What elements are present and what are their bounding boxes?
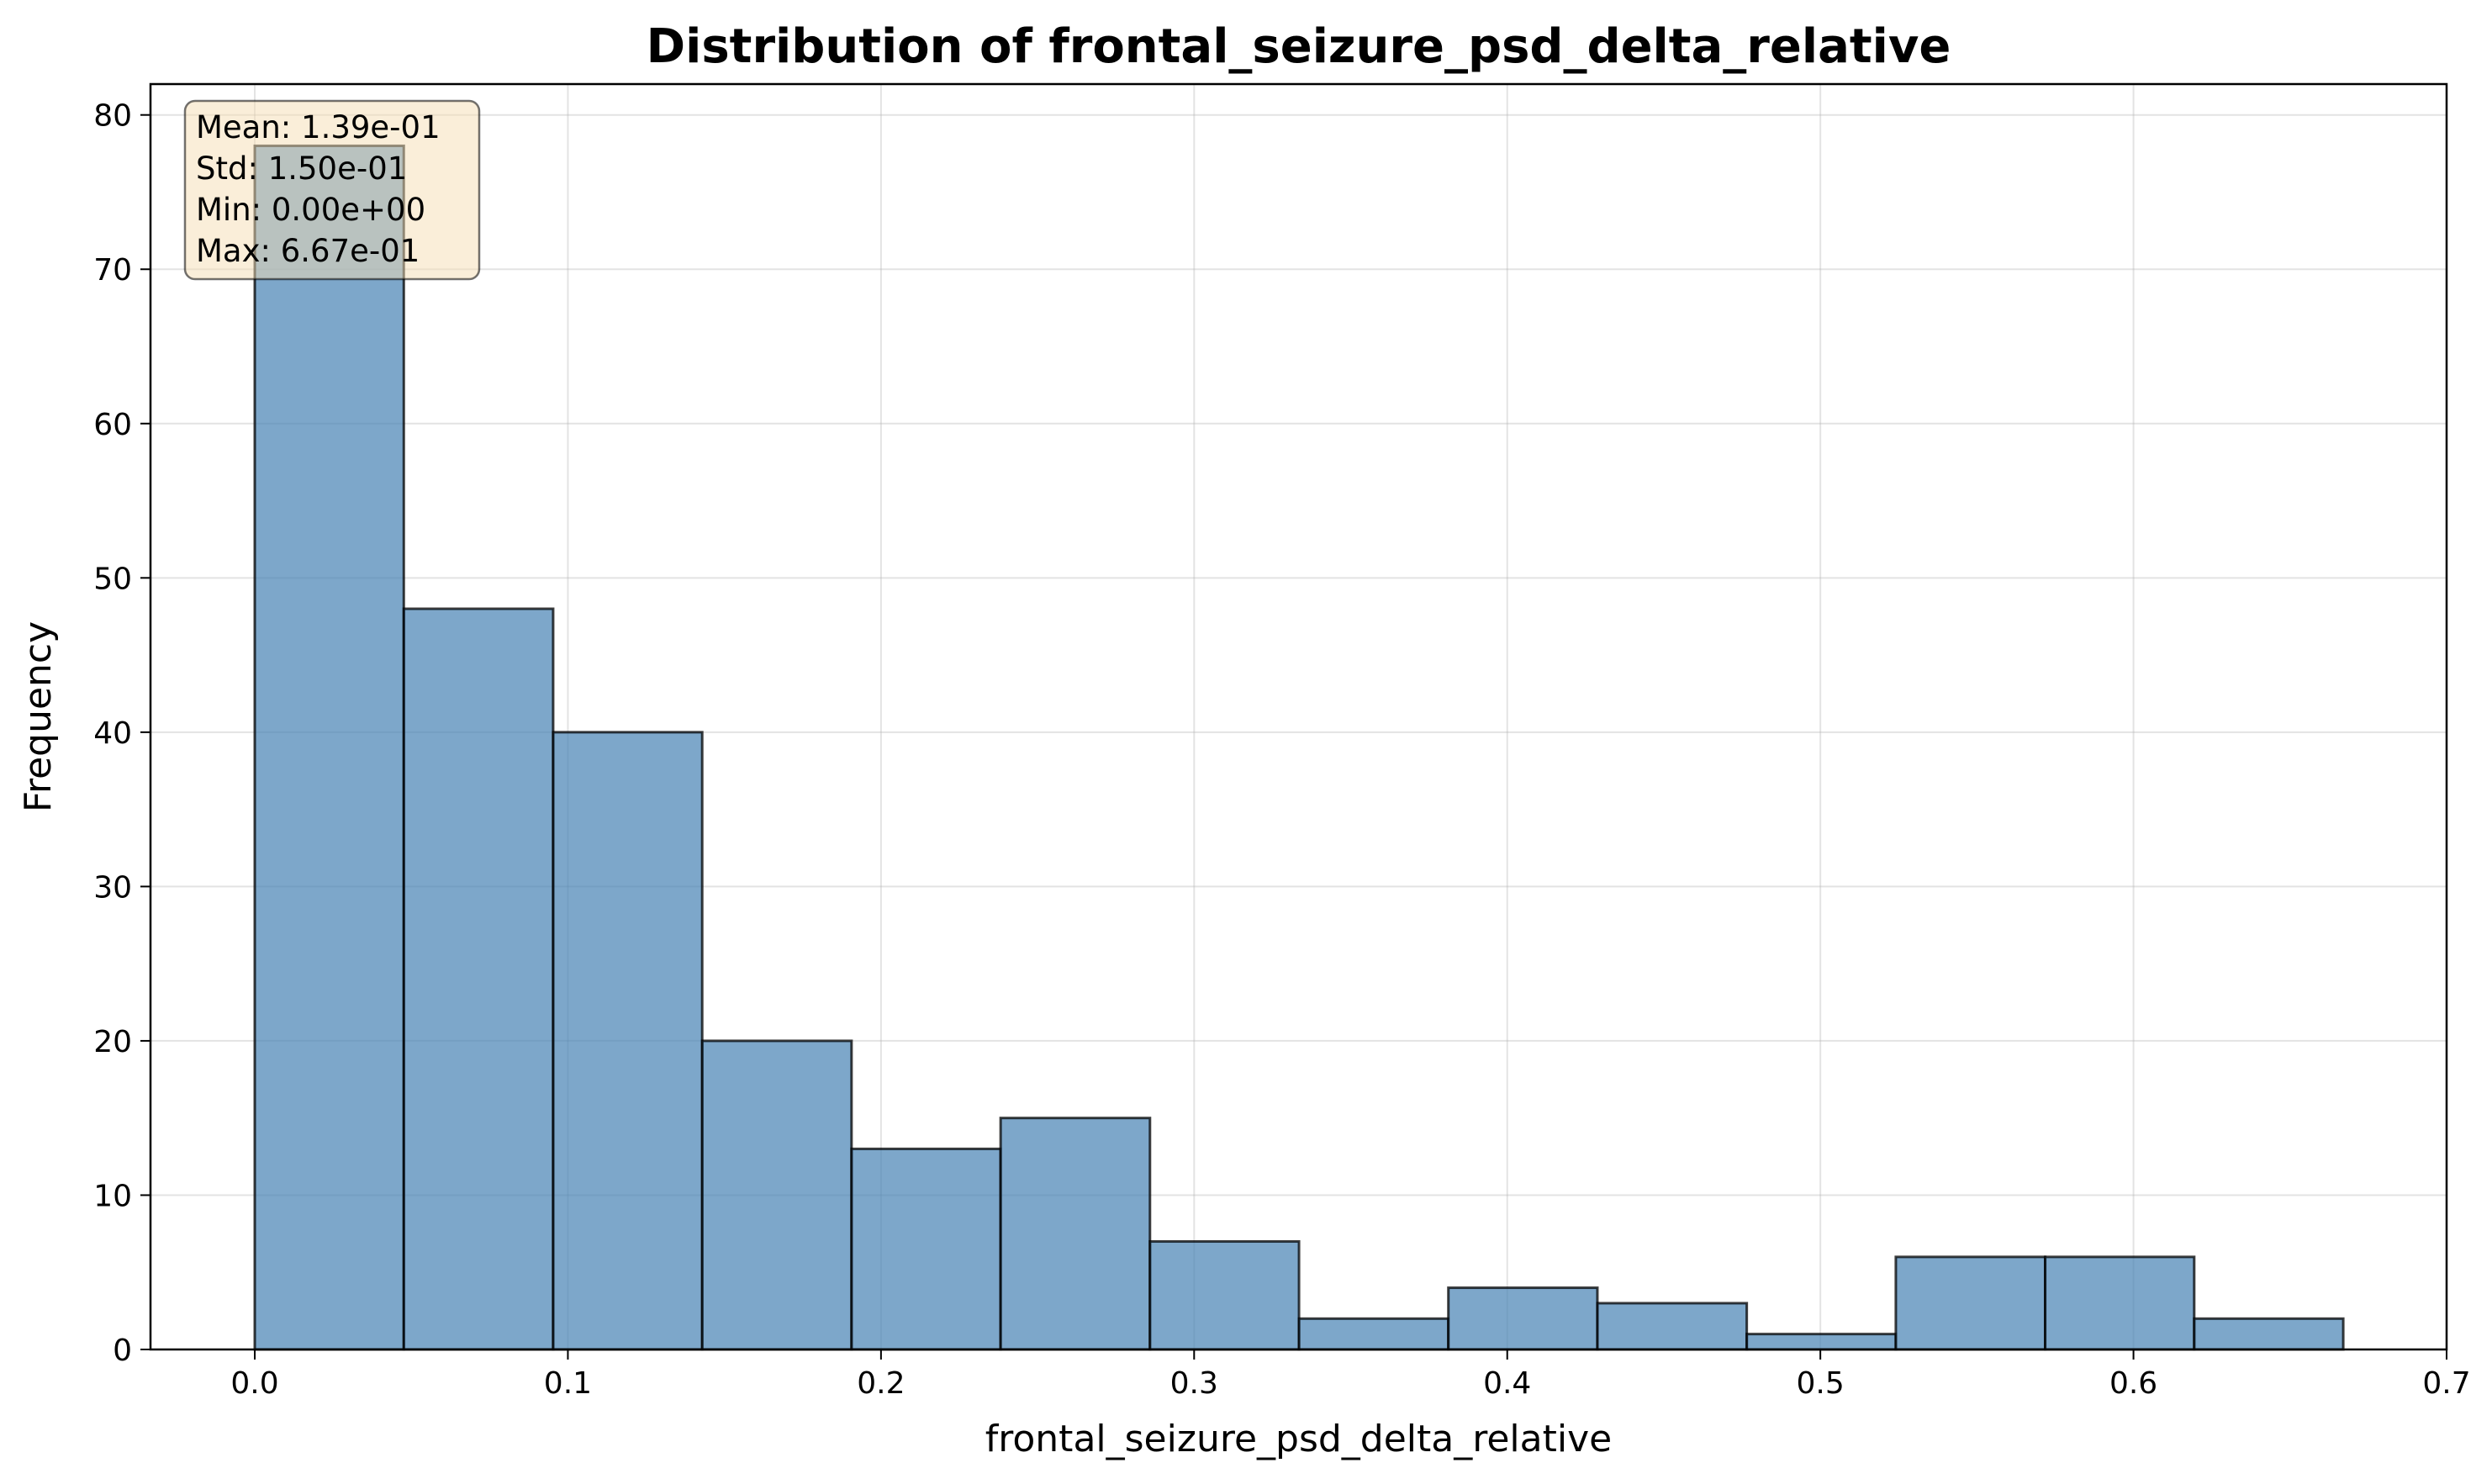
x-tick-label: 0.7 (2422, 1366, 2470, 1401)
x-tick-label: 0.0 (230, 1366, 278, 1401)
histogram-bar (850, 1147, 1002, 1351)
y-tick-label: 70 (93, 253, 132, 288)
histogram-bar (552, 731, 704, 1351)
y-tick-label: 80 (93, 99, 132, 134)
histogram-bar (2193, 1317, 2345, 1351)
stats-line: Mean: 1.39e-01 (196, 109, 441, 145)
stats-box: Mean: 1.39e-01 Std: 1.50e-01 Min: 0.00e+00… (183, 99, 481, 281)
histogram-bar (1447, 1286, 1599, 1351)
x-tick-label: 0.4 (1483, 1366, 1531, 1401)
histogram-bar (1894, 1255, 2047, 1351)
y-tick-label: 50 (93, 562, 132, 596)
x-tick-label: 0.6 (2109, 1366, 2157, 1401)
histogram-bar (999, 1117, 1152, 1351)
y-tick-label: 30 (93, 870, 132, 905)
stats-line: Max: 6.67e-01 (196, 233, 420, 269)
histogram-bar (1148, 1240, 1301, 1351)
stats-line: Min: 0.00e+00 (196, 192, 425, 228)
histogram-bar (1596, 1302, 1749, 1351)
y-tick-label: 0 (113, 1333, 132, 1368)
x-tick-label: 0.1 (544, 1366, 592, 1401)
y-axis-label: Frequency (17, 621, 60, 812)
histogram-bars (253, 144, 2345, 1351)
x-tick-label: 0.5 (1797, 1366, 1845, 1401)
axis-ticks: 0.0 0.1 0.2 0.3 0.4 0.5 0.6 0.7 0 10 20 30 40 50 60 70 8… (93, 99, 2470, 1401)
stats-box-background (183, 99, 481, 281)
histogram-bar (1297, 1317, 1450, 1351)
histogram-bar (402, 607, 555, 1351)
histogram-bar (700, 1039, 853, 1351)
plot-frame (149, 82, 2448, 1351)
x-axis-label: frontal_seizure_psd_delta_relative (985, 1418, 1612, 1460)
histogram-bar (2044, 1255, 2196, 1351)
x-tick-label: 0.2 (857, 1366, 905, 1401)
y-tick-label: 20 (93, 1025, 132, 1059)
y-tick-label: 60 (93, 408, 132, 442)
y-tick-label: 40 (93, 716, 132, 751)
stats-line: Std: 1.50e-01 (196, 151, 407, 187)
chart-title: Distribution of frontal_seizure_psd_delt… (647, 19, 1951, 74)
y-tick-label: 10 (93, 1179, 132, 1213)
histogram-bar (253, 144, 405, 1351)
x-tick-label: 0.3 (1170, 1366, 1218, 1401)
histogram-bar (1745, 1333, 1898, 1351)
